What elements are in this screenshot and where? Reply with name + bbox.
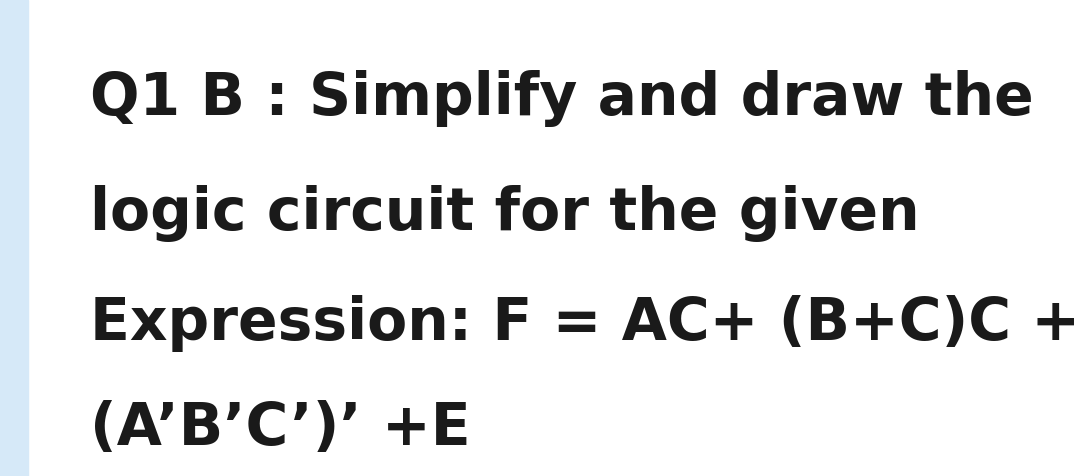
Text: logic circuit for the given: logic circuit for the given [90, 185, 920, 242]
Text: Q1 B : Simplify and draw the: Q1 B : Simplify and draw the [90, 70, 1034, 127]
Text: (A’B’C’)’ +E: (A’B’C’)’ +E [90, 400, 471, 457]
Text: Expression: F = AC+ (B+C)C +: Expression: F = AC+ (B+C)C + [90, 295, 1080, 352]
Bar [0, 0, 28, 476]
